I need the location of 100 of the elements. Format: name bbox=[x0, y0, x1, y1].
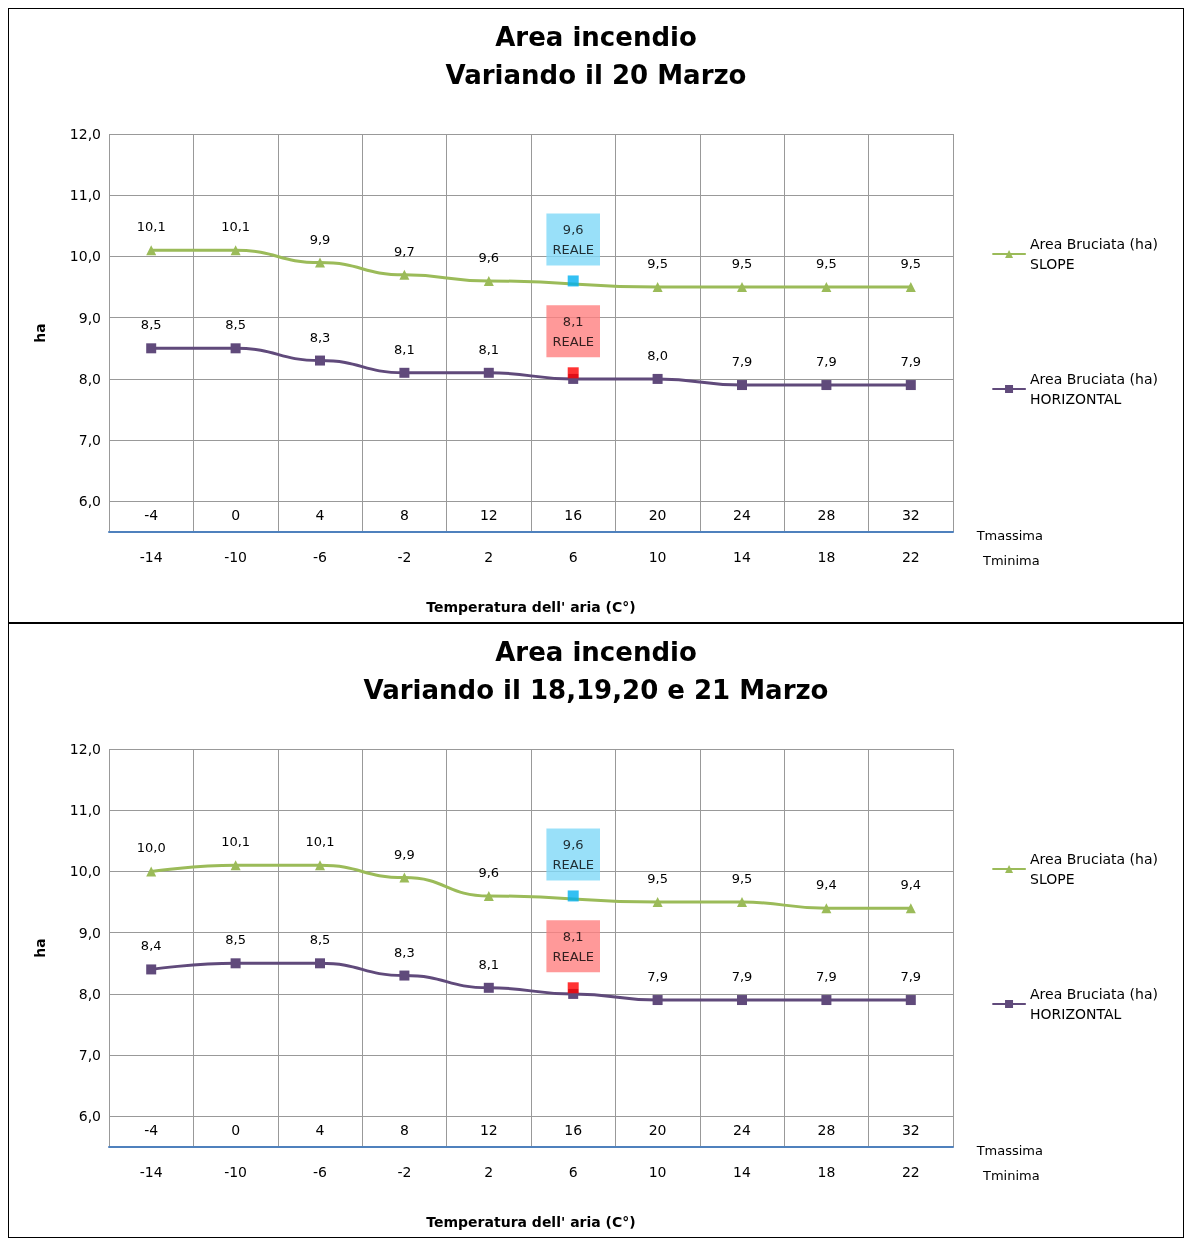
data-label: 8,5 bbox=[309, 932, 331, 948]
point bbox=[905, 282, 916, 293]
chart-subtitle: Variando il 20 Marzo bbox=[445, 60, 747, 90]
x-tick-label: 4 bbox=[315, 507, 325, 523]
text: Tmassima bbox=[975, 1143, 1043, 1158]
y-axis-title: ha bbox=[32, 938, 48, 958]
chart-title: Area incendio bbox=[495, 22, 697, 52]
data-label: 9,5 bbox=[731, 871, 753, 887]
data-label: 10,1 bbox=[305, 834, 335, 850]
data-label: 8,5 bbox=[140, 317, 162, 333]
chart-title: Area incendio bbox=[495, 637, 697, 667]
data-label: 8,5 bbox=[225, 317, 246, 333]
point bbox=[230, 343, 241, 354]
data-label: 9,5 bbox=[816, 256, 837, 272]
y-tick-label: 8,0 bbox=[78, 985, 101, 1002]
x2-tick-label: 14 bbox=[733, 1164, 751, 1180]
data-label: 9,6 bbox=[478, 864, 500, 880]
point bbox=[821, 282, 832, 293]
x-tick-label: 12 bbox=[479, 507, 498, 523]
x2-tick-label: 10 bbox=[648, 549, 667, 565]
legend-label: Area Bruciata (ha) HORIZONTAL bbox=[1030, 986, 1159, 1022]
point bbox=[905, 995, 916, 1006]
data-label: 9,5 bbox=[900, 256, 922, 272]
point bbox=[483, 367, 494, 378]
data-label: 7,9 bbox=[731, 354, 753, 370]
point bbox=[737, 282, 747, 293]
point bbox=[146, 343, 157, 354]
series-label: REALE bbox=[552, 333, 594, 349]
point bbox=[737, 380, 747, 391]
point bbox=[652, 995, 663, 1006]
x-tick-label: -4 bbox=[144, 507, 159, 523]
x2-axis-title: Tminima bbox=[982, 553, 1040, 568]
data-label: 8,1 bbox=[478, 956, 500, 972]
y-tick-label: 6,0 bbox=[78, 1108, 101, 1125]
x-tick-label: 0 bbox=[231, 507, 241, 523]
y-tick-label: 8,0 bbox=[78, 370, 101, 387]
x-tick-label: 24 bbox=[733, 507, 751, 523]
x-tick-label: 20 bbox=[648, 507, 667, 523]
series-label: REALE bbox=[552, 948, 594, 964]
y-tick-label: 9,0 bbox=[78, 924, 101, 941]
text: Tmassima bbox=[975, 528, 1043, 543]
data-label: 8,1 bbox=[562, 313, 584, 329]
y-tick-label: 10,0 bbox=[69, 863, 101, 880]
point bbox=[399, 269, 410, 280]
data-label: 9,6 bbox=[562, 836, 584, 852]
x2-tick-label: 22 bbox=[901, 1164, 920, 1180]
x-tick-label: 8 bbox=[399, 507, 409, 523]
x-axis-title: Temperatura dell' aria (C°) bbox=[426, 1214, 636, 1230]
point bbox=[230, 860, 241, 871]
x-tick-label: 24 bbox=[733, 1122, 751, 1138]
x-tick-label: 16 bbox=[564, 1122, 583, 1138]
y-tick-label: 11,0 bbox=[69, 187, 101, 204]
x2-tick-label: -10 bbox=[224, 1164, 248, 1180]
x-tick-label: 16 bbox=[564, 507, 583, 523]
x2-axis-title: Tminima bbox=[982, 1168, 1040, 1183]
point bbox=[652, 373, 663, 384]
x-tick-label: 20 bbox=[648, 1122, 667, 1138]
data-label: 9,5 bbox=[647, 256, 668, 272]
data-label: 8,1 bbox=[478, 341, 500, 357]
point bbox=[146, 866, 157, 877]
point bbox=[315, 355, 325, 366]
data-label: 7,9 bbox=[900, 354, 922, 370]
x2-tick-label: -14 bbox=[139, 1164, 163, 1180]
data-label: 8,0 bbox=[647, 347, 668, 363]
data-label: 8,1 bbox=[394, 341, 415, 357]
x2-tick-label: -2 bbox=[397, 1164, 412, 1180]
point bbox=[652, 282, 663, 293]
legend-label: Area Bruciata (ha) SLOPE bbox=[1030, 236, 1159, 272]
point bbox=[821, 903, 832, 914]
x-tick-label: 4 bbox=[315, 1122, 325, 1138]
x2-tick-label: -10 bbox=[224, 549, 248, 565]
data-label: 10,0 bbox=[136, 840, 166, 856]
legend-label: Area Bruciata (ha) HORIZONTAL bbox=[1030, 371, 1159, 407]
point bbox=[146, 964, 157, 975]
x-tick-label: 12 bbox=[479, 1122, 498, 1138]
point bbox=[905, 380, 916, 391]
data-label: 9,6 bbox=[478, 249, 500, 265]
point bbox=[230, 958, 241, 969]
x2-tick-label: 14 bbox=[733, 549, 751, 565]
y-axis-title: ha bbox=[32, 323, 48, 343]
data-label: 7,9 bbox=[816, 354, 837, 370]
data-label: 7,9 bbox=[647, 969, 668, 985]
data-label: 8,3 bbox=[309, 329, 331, 345]
data-label: 9,9 bbox=[394, 846, 415, 862]
x2-tick-label: 18 bbox=[817, 1164, 836, 1180]
data-label: 8,4 bbox=[140, 938, 162, 954]
x2-tick-label: -14 bbox=[139, 549, 163, 565]
x2-tick-label: -6 bbox=[313, 549, 328, 565]
point bbox=[905, 903, 916, 914]
data-label: 9,5 bbox=[731, 256, 753, 272]
point bbox=[821, 995, 832, 1006]
point bbox=[483, 982, 494, 993]
x-tick-label: 32 bbox=[901, 1122, 920, 1138]
y-tick-label: 7,0 bbox=[78, 432, 101, 449]
point bbox=[652, 897, 663, 908]
data-label: 10,1 bbox=[221, 834, 251, 850]
x2-tick-label: 6 bbox=[568, 1164, 578, 1180]
y-tick-label: 9,0 bbox=[78, 309, 101, 326]
x2-tick-label: -6 bbox=[313, 1164, 328, 1180]
data-label: 8,5 bbox=[225, 932, 246, 948]
